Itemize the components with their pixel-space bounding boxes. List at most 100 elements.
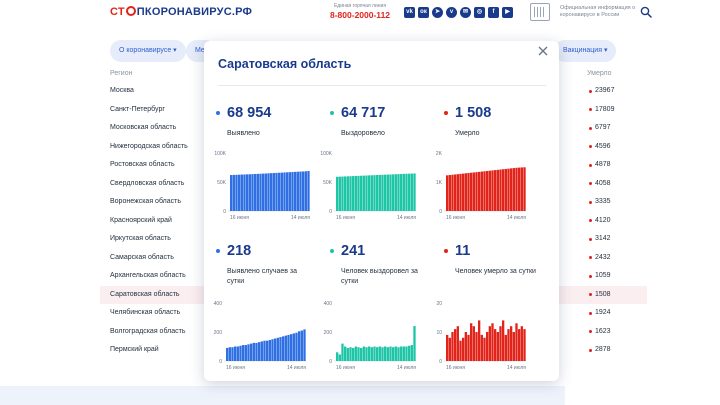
- main-nav: О коронавирусе ▾ Ме Вакцинация ▾: [110, 40, 655, 62]
- region-modal: Саратовская область 68 954 Выявлено 64 7…: [204, 41, 559, 381]
- region-name: Челябинская область: [110, 309, 181, 316]
- chart-bar: [300, 330, 303, 361]
- stat-daily-deaths: 11 Человек умерло за сутки: [444, 243, 554, 275]
- chart-bar: [263, 340, 266, 361]
- site-logo[interactable]: СТ ПКОРОНАВИРУС.РФ: [110, 6, 252, 18]
- column-header-region[interactable]: Регион: [110, 70, 133, 77]
- y-tick-label: 50K: [323, 180, 333, 186]
- chart-bar: [346, 176, 349, 211]
- table-row[interactable]: Нижегородская область 4596: [100, 138, 647, 156]
- chart-bar: [510, 326, 513, 361]
- chart-bar: [410, 345, 413, 361]
- chart-bar: [271, 339, 274, 361]
- region-name: Свердловская область: [110, 179, 185, 187]
- stat-daily-deaths-label: Человек умерло за сутки: [455, 268, 536, 275]
- chart-bar: [499, 326, 502, 361]
- chart-bar: [454, 329, 457, 361]
- chart-bar: [405, 346, 408, 361]
- telegram-icon[interactable]: ➤: [432, 7, 443, 18]
- viber-icon[interactable]: v: [446, 7, 457, 18]
- chart-bar: [248, 174, 251, 211]
- region-name: Красноярский край: [110, 216, 172, 224]
- chart-bar: [507, 329, 510, 361]
- chart-bar: [360, 175, 363, 211]
- chart-bar: [303, 329, 306, 361]
- chart-bar: [472, 172, 475, 211]
- mini-chart-svg: 0 200 400 16 июня 14 июля: [214, 301, 307, 371]
- chart-bar: [397, 174, 400, 211]
- table-row[interactable]: Челябинская область 1924: [100, 304, 647, 322]
- search-icon[interactable]: [640, 6, 652, 18]
- table-row[interactable]: Архангельская область 1059: [100, 267, 647, 285]
- official-info-text[interactable]: Официальная информация о коронавирусе в …: [560, 5, 636, 19]
- stat-confirmed: 68 954 Выявлено: [216, 105, 326, 137]
- table-row[interactable]: Красноярский край 4120: [100, 212, 647, 230]
- chat-icon[interactable]: ✉: [460, 7, 471, 18]
- region-deaths: 2432: [595, 253, 611, 261]
- table-row[interactable]: Самарская область 2432: [100, 249, 647, 267]
- chart-bar: [381, 347, 384, 361]
- chart-bar: [362, 346, 365, 361]
- table-row[interactable]: Москва 23967: [100, 82, 647, 100]
- deaths-dot-icon: [589, 293, 592, 296]
- instagram-icon[interactable]: ◎: [474, 7, 485, 18]
- stat-confirmed-value: 68 954: [227, 105, 272, 121]
- deaths-dot-icon: [589, 219, 592, 222]
- table-row[interactable]: Ростовская область 4878: [100, 156, 647, 174]
- stat-recovered-label: Выздоровело: [341, 130, 385, 137]
- table-row[interactable]: Московская область 6797: [100, 119, 647, 137]
- hotline-phone[interactable]: 8-800-2000-112: [330, 10, 391, 20]
- chart-bar: [467, 173, 470, 211]
- vk-icon[interactable]: vk: [404, 7, 415, 18]
- chart-bar: [478, 171, 481, 211]
- x-tick-label: 14 июля: [507, 365, 526, 371]
- table-row[interactable]: Санкт-Петербург 17809: [100, 101, 647, 119]
- deaths-dot-icon: [589, 182, 592, 185]
- facebook-icon[interactable]: f: [488, 7, 499, 18]
- youtube-icon[interactable]: ▶: [502, 7, 513, 18]
- chart-bar: [392, 347, 395, 361]
- chart-bar: [283, 172, 286, 211]
- y-tick-label: 2K: [436, 151, 443, 157]
- nav-measures[interactable]: Ме: [186, 40, 209, 62]
- x-tick-label: 14 июля: [507, 215, 526, 221]
- chart-bar: [451, 174, 454, 211]
- region-deaths: 1623: [595, 327, 611, 335]
- chart-bar: [352, 176, 355, 211]
- chart-bar: [274, 338, 277, 361]
- chart-bar: [278, 172, 281, 211]
- y-tick-label: 400: [214, 301, 223, 307]
- region-deaths: 4120: [595, 216, 611, 224]
- deaths-dot-icon: [589, 200, 592, 204]
- hotline[interactable]: Единая горячая линия 8-800-2000-112: [330, 4, 390, 20]
- mini-chart-svg: 0 50K 100K 16 июня 14 июля: [320, 151, 416, 221]
- deaths-dot-icon: [589, 126, 592, 130]
- table-row[interactable]: Пермский край 2878: [100, 341, 647, 359]
- chart-bar: [520, 326, 523, 361]
- chart-bar: [256, 173, 259, 211]
- nav-about[interactable]: О коронавирусе ▾: [110, 40, 186, 62]
- stat-daily-deaths-value: 11: [455, 243, 471, 259]
- chart-bar: [272, 173, 275, 211]
- y-tick-label: 100K: [320, 151, 332, 157]
- chart-bar: [486, 332, 489, 361]
- table-row[interactable]: Воронежская область 3335: [100, 193, 647, 211]
- close-icon[interactable]: [537, 45, 549, 57]
- table-row[interactable]: Иркутская область 3142: [100, 230, 647, 248]
- stat-daily-confirmed-value: 218: [227, 243, 252, 259]
- nav-vaccination[interactable]: Вакцинация ▾: [554, 40, 617, 62]
- chart-bar: [231, 347, 234, 361]
- chart-bar: [288, 172, 291, 211]
- chart-bar: [518, 329, 521, 361]
- column-header-deaths[interactable]: Умерло: [587, 70, 612, 77]
- y-tick-label: 100K: [214, 151, 226, 157]
- chart-bar: [262, 173, 265, 211]
- chart-bar: [239, 345, 242, 361]
- odnoklassniki-icon[interactable]: ок: [418, 7, 429, 18]
- table-row[interactable]: Волгоградская область 1623: [100, 323, 647, 341]
- table-row[interactable]: Свердловская область 4058: [100, 175, 647, 193]
- chart-daily-recovered: 0 200 400 16 июня 14 июля: [320, 299, 420, 371]
- chart-bar: [298, 331, 301, 361]
- mini-chart-svg: 0 50K 100K 16 июня 14 июля: [214, 151, 310, 221]
- chart-bar: [299, 171, 302, 211]
